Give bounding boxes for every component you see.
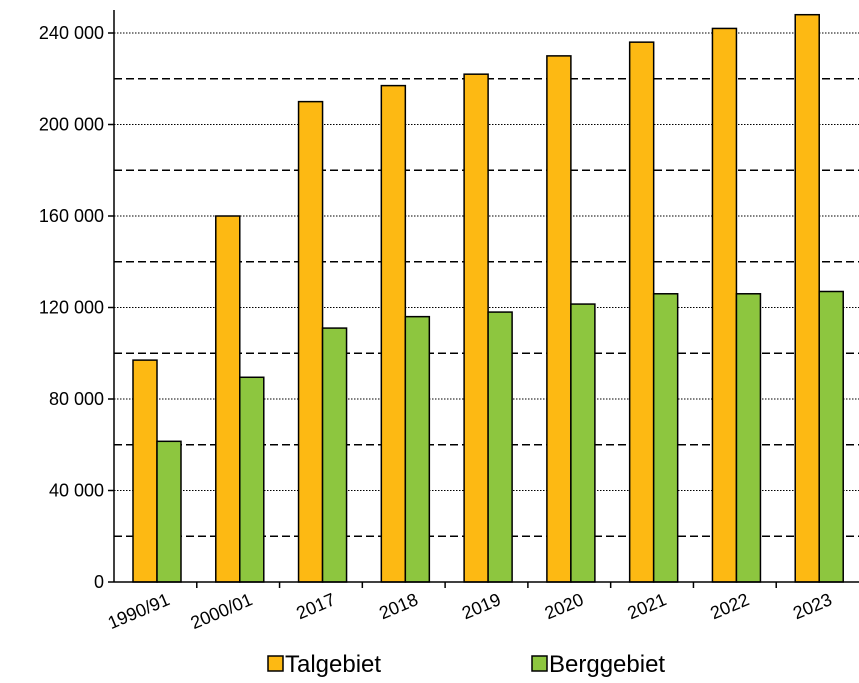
- x-tick-label: 2020: [542, 589, 587, 623]
- legend-item-berggebiet: Berggebiet: [531, 651, 665, 678]
- bar-berggebiet-2018: [404, 315, 431, 583]
- bar-berggebiet-2023: [818, 290, 844, 583]
- bar-talgebiet-2021: [628, 41, 655, 583]
- bar-talgebiet-2022: [711, 27, 738, 583]
- bar-berggebiet-2021: [652, 293, 679, 583]
- legend-item-talgebiet: Talgebiet: [267, 651, 381, 678]
- y-tick-label: 240 000: [39, 23, 104, 43]
- legend-swatch-berggebiet: [531, 655, 548, 672]
- bars: [132, 13, 844, 583]
- bar-berggebiet-2020: [570, 303, 596, 583]
- bar-talgebiet-2000-01: [215, 215, 241, 583]
- y-tick-label: 40 000: [49, 481, 104, 501]
- bar-talgebiet-1990-91: [132, 359, 158, 583]
- legend-label-berggebiet: Berggebiet: [549, 651, 665, 678]
- bar-talgebiet-2019: [463, 73, 489, 583]
- bar-berggebiet-2000-01: [239, 376, 265, 583]
- x-tick-label: 2022: [707, 589, 752, 623]
- x-tick-label: 2021: [625, 589, 670, 623]
- x-tick-label: 2019: [459, 589, 504, 623]
- y-tick-label: 160 000: [39, 206, 104, 226]
- bar-talgebiet-2020: [546, 55, 572, 583]
- y-tick-label: 80 000: [49, 389, 104, 409]
- y-tick-labels: 0 40 000 80 000 120 000 160 000 200 000 240 00…: [39, 23, 114, 592]
- bar-berggebiet-1990-91: [156, 440, 182, 583]
- x-tick-label: 2023: [790, 589, 835, 623]
- bar-talgebiet-2023: [794, 13, 820, 583]
- y-tick-label: 200 000: [39, 115, 104, 135]
- x-tick-label: 2018: [376, 589, 421, 623]
- legend: Talgebiet Berggebiet: [267, 651, 665, 678]
- bar-talgebiet-2017: [297, 100, 324, 583]
- x-tick-label: 2000/01: [188, 589, 256, 633]
- bar-berggebiet-2022: [735, 293, 762, 583]
- y-tick-label: 120 000: [39, 298, 104, 318]
- bar-berggebiet-2017: [321, 327, 348, 583]
- x-tick-label: 2017: [293, 589, 338, 623]
- bar-talgebiet-2018: [380, 84, 407, 583]
- axes: [113, 10, 859, 583]
- y-tick-label: 0: [94, 572, 104, 592]
- x-tick-label: 1990/91: [105, 589, 173, 633]
- bar-berggebiet-2019: [487, 311, 513, 583]
- legend-swatch-talgebiet: [267, 655, 284, 672]
- legend-label-talgebiet: Talgebiet: [285, 651, 381, 678]
- x-tick-labels: 1990/91 2000/01 2017 2018 2019 2020 2021 2022 20…: [105, 582, 835, 633]
